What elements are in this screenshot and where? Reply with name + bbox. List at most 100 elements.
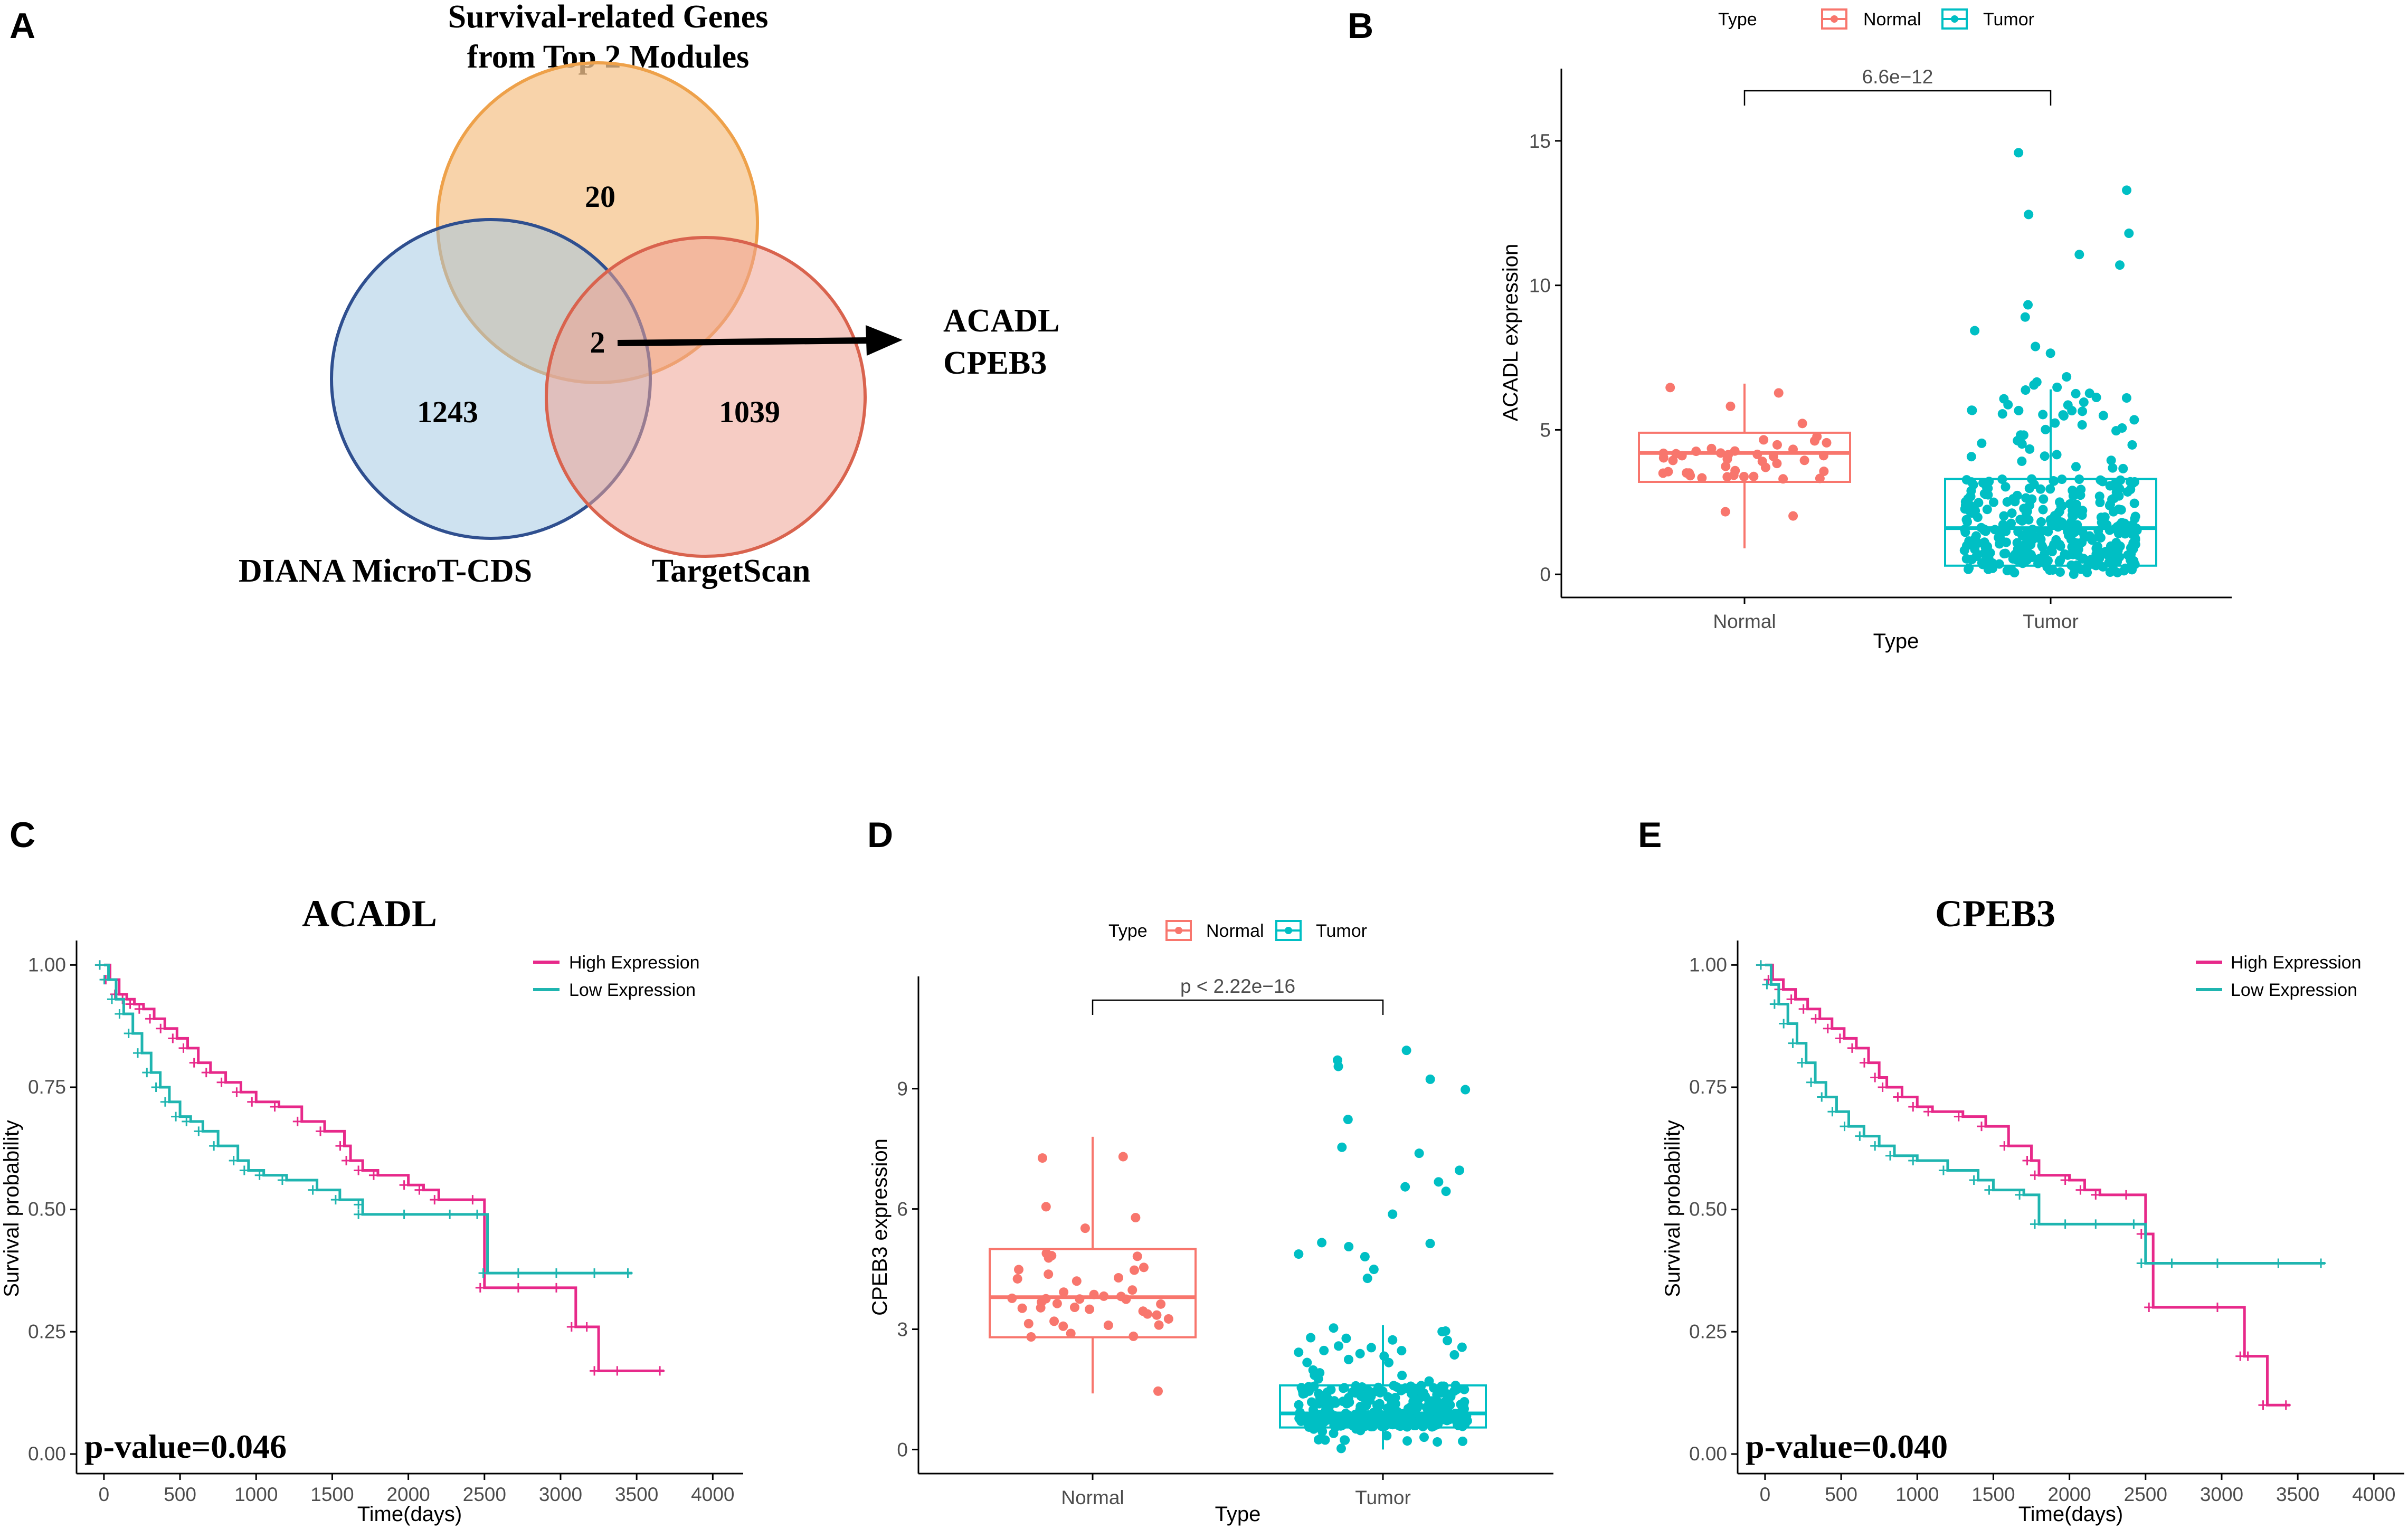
- d-point: [1294, 1347, 1304, 1357]
- c-censor-mark: [134, 1004, 144, 1014]
- b-point: [1970, 506, 1980, 516]
- e-censor-mark: [2091, 1219, 2101, 1229]
- e-censor-mark: [1756, 960, 1766, 970]
- d-point: [1325, 1410, 1335, 1420]
- d-point: [1089, 1289, 1099, 1299]
- b-point: [2123, 527, 2134, 537]
- d-point: [1388, 1335, 1398, 1345]
- b-point: [2063, 550, 2073, 560]
- c-censor-mark: [151, 1082, 161, 1092]
- b-point: [2032, 377, 2042, 387]
- e-y-tick-label: 0.00: [1689, 1443, 1727, 1465]
- d-point: [1341, 1333, 1351, 1343]
- e-curve-high: [1765, 963, 2290, 1407]
- legend-b-tumor-dot: [1951, 15, 1958, 23]
- e-x-tick-label: 2500: [2124, 1484, 2167, 1505]
- b-point: [1684, 468, 1694, 478]
- c-censor-mark: [623, 1268, 633, 1278]
- b-point: [1970, 534, 1980, 544]
- legend-d-normal-label: Normal: [1206, 921, 1264, 941]
- d-point: [1007, 1293, 1017, 1303]
- d-point: [1351, 1388, 1361, 1398]
- legend-d: Type Normal Tumor: [1108, 920, 1367, 941]
- b-point: [2022, 547, 2032, 557]
- c-censor-mark: [229, 1155, 239, 1165]
- b-point: [2127, 440, 2137, 450]
- d-point: [1304, 1386, 1314, 1396]
- e-censor-mark: [1798, 1004, 1808, 1014]
- venn-title-line1: Survival-related Genes: [448, 0, 769, 35]
- venn-gene-cpeb3: CPEB3: [943, 345, 1047, 381]
- e-censor-mark: [1762, 980, 1772, 990]
- b-point: [2024, 210, 2034, 220]
- d-point: [1139, 1262, 1149, 1272]
- d-point: [1301, 1413, 1311, 1423]
- b-y-tick-label: 15: [1529, 130, 1551, 152]
- e-y-tick-label: 0.75: [1689, 1076, 1727, 1098]
- b-point: [2070, 527, 2080, 537]
- b-point: [2027, 494, 2037, 504]
- b-point: [2024, 483, 2034, 493]
- e-censor-mark: [1779, 1019, 1789, 1029]
- c-censor-mark: [168, 1033, 178, 1043]
- b-point: [2071, 505, 2081, 515]
- b-point: [1668, 455, 1678, 466]
- c-censor-mark: [551, 1283, 561, 1293]
- c-censor-mark: [277, 1175, 287, 1185]
- b-point: [2041, 424, 2051, 434]
- b-point: [2105, 481, 2115, 491]
- b-point: [2079, 397, 2089, 407]
- e-y-tick-label: 0.25: [1689, 1321, 1727, 1342]
- d-point: [1012, 1274, 1022, 1284]
- e-x-ticks: 0 500 1000 1500 2000 2500 3000 3500 4000: [1760, 1474, 2395, 1505]
- c-censor-mark: [124, 1029, 134, 1039]
- b-point: [2056, 501, 2066, 511]
- e-x-tick-label: 1500: [1971, 1484, 2015, 1505]
- d-point: [1461, 1085, 1471, 1095]
- c-censor-mark: [270, 1102, 280, 1112]
- d-point: [1355, 1348, 1365, 1359]
- c-censor-mark: [368, 1170, 378, 1180]
- d-point: [1041, 1202, 1051, 1212]
- b-y-axis-title: ACADL expression: [1499, 244, 1522, 421]
- b-point: [2124, 229, 2134, 239]
- b-point: [2072, 520, 2082, 530]
- b-point: [2106, 541, 2116, 551]
- b-point: [2074, 250, 2084, 260]
- b-point: [2115, 552, 2125, 562]
- b-point: [2116, 475, 2126, 485]
- b-y-tick-label: 10: [1529, 275, 1551, 297]
- c-censor-mark: [182, 1116, 192, 1126]
- e-censor-mark: [1923, 1107, 1933, 1117]
- c-censor-mark: [478, 1268, 488, 1278]
- d-point: [1351, 1419, 1361, 1429]
- d-point: [1026, 1332, 1036, 1342]
- e-censor-mark: [2281, 1400, 2291, 1410]
- b-point: [1774, 388, 1784, 398]
- c-x-tick-label: 1000: [234, 1484, 278, 1505]
- e-censor-mark: [2136, 1258, 2146, 1268]
- c-censor-mark: [354, 1200, 364, 1210]
- c-censor-mark: [107, 994, 117, 1004]
- b-point: [1994, 539, 2004, 549]
- e-censor-mark: [1938, 1165, 1948, 1175]
- d-point: [1023, 1318, 1034, 1328]
- e-censor-mark: [1870, 1072, 1880, 1082]
- b-point: [2046, 519, 2056, 529]
- venn-count-diana: 1243: [417, 395, 478, 429]
- c-x-tick-label: 4000: [691, 1484, 734, 1505]
- b-point: [1999, 394, 2009, 404]
- c-x-tick-label: 2000: [386, 1484, 430, 1505]
- d-point: [1059, 1287, 1069, 1297]
- b-point: [1772, 459, 1782, 469]
- d-point: [1402, 1436, 1412, 1446]
- b-point: [1658, 453, 1668, 463]
- d-point: [1406, 1403, 1416, 1413]
- b-point: [2118, 463, 2128, 473]
- e-title: CPEB3: [1935, 892, 2055, 935]
- b-point: [1768, 451, 1778, 461]
- d-point: [1457, 1436, 1467, 1446]
- e-censor-mark: [2121, 1190, 2131, 1200]
- b-point: [1815, 473, 1825, 483]
